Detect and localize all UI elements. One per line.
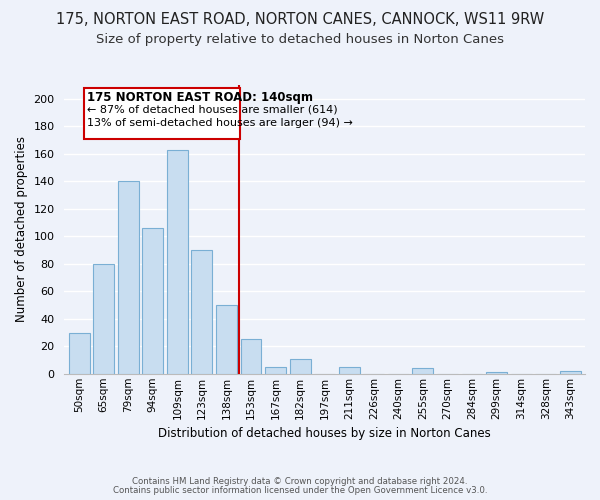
Text: 13% of semi-detached houses are larger (94) →: 13% of semi-detached houses are larger (… — [87, 118, 353, 128]
Bar — [167, 150, 188, 374]
Bar — [412, 368, 433, 374]
Text: 175 NORTON EAST ROAD: 140sqm: 175 NORTON EAST ROAD: 140sqm — [87, 90, 313, 104]
Bar — [560, 371, 581, 374]
Bar — [69, 332, 89, 374]
Y-axis label: Number of detached properties: Number of detached properties — [15, 136, 28, 322]
Bar — [486, 372, 507, 374]
X-axis label: Distribution of detached houses by size in Norton Canes: Distribution of detached houses by size … — [158, 427, 491, 440]
Bar — [290, 358, 311, 374]
Bar — [265, 367, 286, 374]
Bar — [339, 367, 359, 374]
Bar — [191, 250, 212, 374]
Bar — [142, 228, 163, 374]
Bar — [241, 340, 262, 374]
Text: 175, NORTON EAST ROAD, NORTON CANES, CANNOCK, WS11 9RW: 175, NORTON EAST ROAD, NORTON CANES, CAN… — [56, 12, 544, 28]
Text: Contains public sector information licensed under the Open Government Licence v3: Contains public sector information licen… — [113, 486, 487, 495]
Bar — [83, 88, 240, 138]
Text: Size of property relative to detached houses in Norton Canes: Size of property relative to detached ho… — [96, 32, 504, 46]
Text: Contains HM Land Registry data © Crown copyright and database right 2024.: Contains HM Land Registry data © Crown c… — [132, 477, 468, 486]
Bar — [216, 305, 237, 374]
Bar — [93, 264, 114, 374]
Text: ← 87% of detached houses are smaller (614): ← 87% of detached houses are smaller (61… — [87, 104, 338, 115]
Bar — [118, 182, 139, 374]
